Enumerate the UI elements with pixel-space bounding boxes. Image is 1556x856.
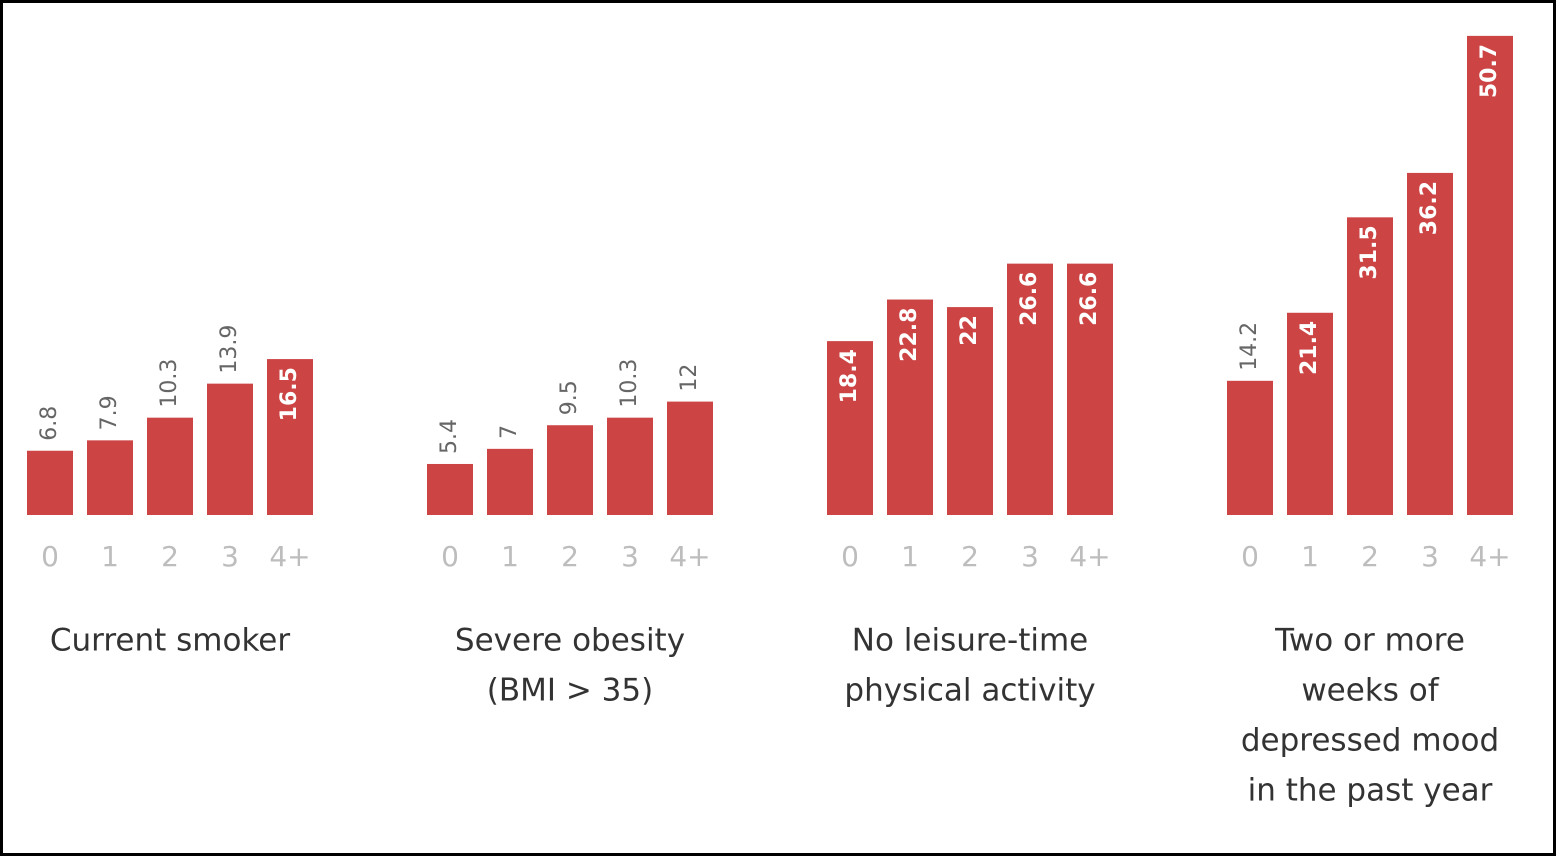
category-label: 3 <box>1021 540 1039 573</box>
value-label: 22.8 <box>897 308 922 362</box>
panel-title: physical activity <box>844 673 1095 709</box>
value-label: 31.5 <box>1357 225 1382 279</box>
category-label: 4+ <box>669 540 710 573</box>
value-label: 26.6 <box>1017 272 1042 326</box>
panel-title: No leisure-time <box>852 623 1088 659</box>
category-label: 3 <box>1421 540 1439 573</box>
category-label: 2 <box>561 540 579 573</box>
panel-title: in the past year <box>1248 773 1493 809</box>
value-label: 13.9 <box>217 325 242 374</box>
bar <box>1467 35 1513 515</box>
value-label: 10.3 <box>157 359 182 408</box>
bar <box>667 401 713 515</box>
category-label: 2 <box>1361 540 1379 573</box>
category-label: 0 <box>41 540 59 573</box>
value-label: 7.9 <box>97 395 122 430</box>
panel-title: Two or more <box>1274 623 1465 659</box>
value-label: 9.5 <box>557 380 582 415</box>
bar <box>267 359 313 515</box>
bar <box>27 450 73 515</box>
panel-title: weeks of <box>1301 673 1439 709</box>
panel-title: Severe obesity <box>455 623 685 659</box>
bar <box>887 299 933 515</box>
bar <box>827 341 873 515</box>
panel-title: (BMI > 35) <box>487 673 653 709</box>
category-label: 0 <box>1241 540 1259 573</box>
value-label: 22 <box>957 315 982 346</box>
bar <box>1287 312 1333 515</box>
value-label: 18.4 <box>837 349 862 403</box>
value-label: 7 <box>497 425 522 439</box>
bar <box>1407 172 1453 515</box>
category-label: 1 <box>501 540 519 573</box>
category-label: 3 <box>221 540 239 573</box>
panel-title: Current smoker <box>50 623 291 659</box>
value-label: 50.7 <box>1477 44 1502 98</box>
bar <box>147 417 193 515</box>
category-label: 1 <box>1301 540 1319 573</box>
bar <box>1007 263 1053 515</box>
category-label: 2 <box>161 540 179 573</box>
category-label: 1 <box>901 540 919 573</box>
bar <box>547 425 593 515</box>
value-label: 12 <box>677 364 702 392</box>
bar <box>427 463 473 515</box>
value-label: 16.5 <box>277 367 302 421</box>
category-label: 2 <box>961 540 979 573</box>
value-label: 5.4 <box>437 419 462 454</box>
category-label: 3 <box>621 540 639 573</box>
bar <box>87 440 133 515</box>
category-label: 1 <box>101 540 119 573</box>
category-label: 0 <box>841 540 859 573</box>
bar <box>947 307 993 515</box>
bar <box>207 383 253 515</box>
value-label: 21.4 <box>1297 321 1322 375</box>
category-label: 0 <box>441 540 459 573</box>
bar <box>487 448 533 515</box>
category-label: 4+ <box>269 540 310 573</box>
bar <box>1347 217 1393 515</box>
value-label: 14.2 <box>1237 322 1262 371</box>
category-label: 4+ <box>1469 540 1510 573</box>
value-label: 6.8 <box>37 406 62 441</box>
value-label: 10.3 <box>617 359 642 408</box>
value-label: 36.2 <box>1417 181 1442 235</box>
bar <box>1067 263 1113 515</box>
bar <box>607 417 653 515</box>
bar <box>1227 380 1273 515</box>
value-label: 26.6 <box>1077 272 1102 326</box>
panel-title: depressed mood <box>1241 723 1499 759</box>
category-label: 4+ <box>1069 540 1110 573</box>
